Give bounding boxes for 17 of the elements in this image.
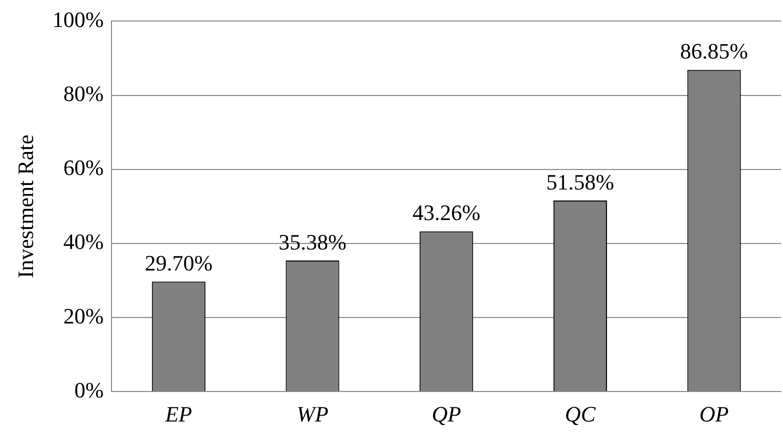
data-label: 35.38% xyxy=(278,229,346,254)
data-label: 86.85% xyxy=(680,38,748,64)
y-tick-label: 100% xyxy=(52,6,104,32)
y-axis-title: Investment Rate xyxy=(12,134,38,278)
y-tick-label: 80% xyxy=(63,81,104,106)
x-tick-label: EP xyxy=(164,402,192,427)
x-tick-label: WP xyxy=(296,402,328,427)
x-tick-label: OP xyxy=(699,402,729,427)
data-label: 51.58% xyxy=(546,169,614,194)
y-tick-label: 0% xyxy=(74,377,104,402)
y-tick-label: 40% xyxy=(63,229,104,254)
data-label: 43.26% xyxy=(412,200,480,226)
data-label: 29.70% xyxy=(144,250,213,276)
y-tick-label: 60% xyxy=(63,155,104,180)
x-tick-label: QP xyxy=(432,402,462,427)
y-tick-label: 20% xyxy=(63,303,104,328)
x-tick-label: QC xyxy=(564,402,596,427)
